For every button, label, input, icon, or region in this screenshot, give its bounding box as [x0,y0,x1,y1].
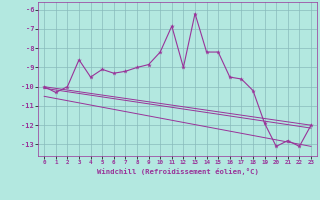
X-axis label: Windchill (Refroidissement éolien,°C): Windchill (Refroidissement éolien,°C) [97,168,259,175]
